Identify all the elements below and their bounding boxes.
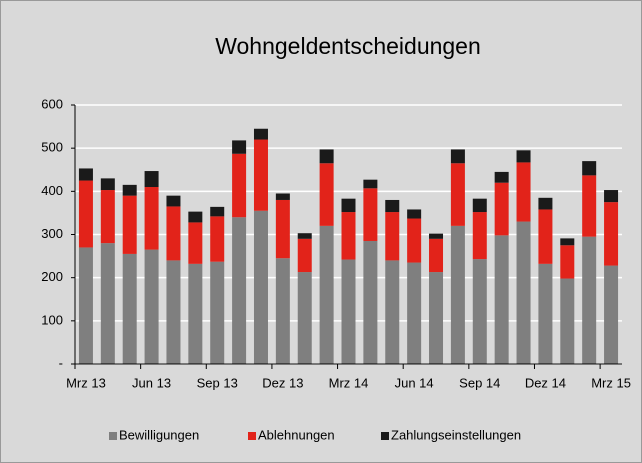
bar-segment <box>560 245 575 279</box>
bar-segment <box>275 193 290 200</box>
legend-swatch <box>109 432 117 440</box>
y-tick-label: 600 <box>41 96 63 111</box>
bar-segment <box>429 272 444 364</box>
bar-segment <box>122 184 137 196</box>
bar-segment <box>472 212 487 260</box>
bar-segment <box>385 212 400 261</box>
bar-segment <box>210 206 225 217</box>
bar-segment <box>297 238 312 273</box>
bar-segment <box>582 236 597 364</box>
bar-segment <box>363 240 378 364</box>
bar-segment <box>407 262 422 364</box>
bar-segment <box>560 278 575 364</box>
y-tick-label: 500 <box>41 140 63 155</box>
bar-segment <box>100 178 115 191</box>
bar-segment <box>232 217 247 364</box>
x-tick-label: Jun 14 <box>395 375 434 390</box>
bar-segment <box>538 209 553 264</box>
bar-segment <box>144 171 159 188</box>
bar-segment <box>604 190 619 203</box>
bar-segment <box>166 260 181 364</box>
bar-segment <box>144 187 159 250</box>
bar-segment <box>604 265 619 364</box>
bar-segment <box>472 259 487 364</box>
x-tick-label: Dez 14 <box>525 375 566 390</box>
y-tick-label: - <box>59 355 63 370</box>
bar-segment <box>144 249 159 364</box>
bar-segment <box>78 247 93 364</box>
legend-swatch <box>381 432 389 440</box>
bar-segment <box>538 263 553 364</box>
bar-segment <box>78 168 93 181</box>
bar-segment <box>122 253 137 364</box>
y-tick-label: 300 <box>41 226 63 241</box>
bar-segment <box>407 209 422 219</box>
bar-segment <box>472 198 487 213</box>
x-tick-label: Mrz 14 <box>329 375 369 390</box>
bar-segment <box>232 153 247 218</box>
bar-segment <box>188 211 203 223</box>
bar-segment <box>100 243 115 364</box>
bar-segment <box>363 188 378 241</box>
bar-segment <box>319 225 334 364</box>
bar-segment <box>429 238 444 273</box>
bar-segment <box>253 128 268 140</box>
bar-segment <box>78 180 93 248</box>
bar-segment <box>297 233 312 239</box>
bar-segment <box>407 218 422 263</box>
bar-segment <box>494 171 509 183</box>
bar-segment <box>122 195 137 254</box>
legend-label: Bewilligungen <box>119 427 199 442</box>
bar-segment <box>516 150 531 163</box>
bar-segment <box>494 235 509 364</box>
bar-segment <box>363 179 378 189</box>
bar-segment <box>582 175 597 237</box>
bar-segment <box>604 202 619 266</box>
legend-label: Ablehnungen <box>258 427 335 442</box>
x-tick-label: Jun 13 <box>132 375 171 390</box>
y-tick-label: 200 <box>41 269 63 284</box>
x-tick-label: Sep 13 <box>197 375 238 390</box>
bar-segment <box>450 225 465 364</box>
bar-segment <box>253 210 268 364</box>
bar-segment <box>232 140 247 154</box>
x-tick-label: Sep 14 <box>459 375 500 390</box>
bar-segment <box>188 263 203 364</box>
bar-segment <box>538 197 553 210</box>
bar-segment <box>341 212 356 260</box>
bar-segment <box>582 161 597 176</box>
bar-segment <box>450 149 465 164</box>
legend-label: Zahlungseinstellungen <box>391 427 521 442</box>
x-tick-label: Mrz 15 <box>591 375 631 390</box>
bar-segment <box>341 198 356 213</box>
bar-segment <box>560 238 575 246</box>
bar-segment <box>385 260 400 364</box>
bar-segment <box>319 163 334 226</box>
bar-segment <box>385 199 400 213</box>
bar-segment <box>166 206 181 261</box>
bar-segment <box>297 272 312 364</box>
bar-segment <box>210 261 225 364</box>
bar-segment <box>319 149 334 164</box>
x-tick-label: Mrz 13 <box>66 375 106 390</box>
bar-segment <box>429 233 444 239</box>
bar-segment <box>341 259 356 364</box>
bar-segment <box>275 258 290 364</box>
bar-segment <box>188 222 203 264</box>
bar-segment <box>450 163 465 226</box>
bar-segment <box>275 199 290 259</box>
y-tick-label: 100 <box>41 312 63 327</box>
bar-segment <box>210 216 225 262</box>
bar-segment <box>253 139 268 211</box>
legend-swatch <box>248 432 256 440</box>
x-tick-label: Dez 13 <box>262 375 303 390</box>
bar-segment <box>516 162 531 222</box>
bar-segment <box>166 195 181 207</box>
chart-title: Wohngeldentscheidungen <box>215 33 481 59</box>
bar-segment <box>100 190 115 244</box>
bar-segment <box>494 182 509 236</box>
bar-segment <box>516 221 531 364</box>
y-tick-label: 400 <box>41 183 63 198</box>
